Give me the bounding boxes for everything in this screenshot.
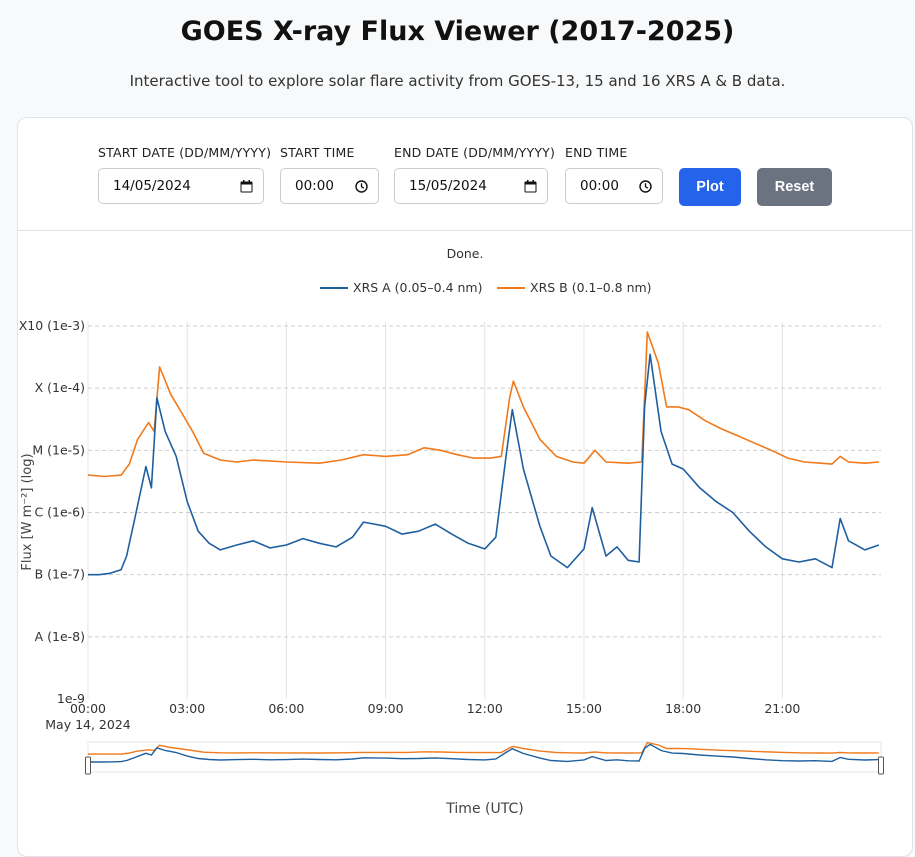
y-tick-label: M (1e-5) <box>32 442 85 457</box>
page-title: GOES X-ray Flux Viewer (2017-2025) <box>180 16 735 47</box>
start-date-value: 14/05/2024 <box>113 178 191 194</box>
range-slider-track <box>87 741 882 773</box>
x-tick-label: 21:00 <box>764 701 800 716</box>
range-slider-handle[interactable] <box>85 756 91 775</box>
y-tick-label: 1e-9 <box>57 691 85 706</box>
clock-icon[interactable] <box>354 179 368 193</box>
y-axis-label: Flux [W m⁻²] (log) <box>20 453 35 570</box>
page-subtitle: Interactive tool to explore solar flare … <box>129 72 786 90</box>
y-tick-label: C (1e-6) <box>34 505 85 520</box>
x-tick-label: 03:00 <box>169 701 205 716</box>
x-tick-label: 12:00 <box>467 701 503 716</box>
y-tick-label: B (1e-7) <box>35 567 85 582</box>
end-time-value: 00:00 <box>580 178 619 194</box>
start-date-label: START DATE (DD/MM/YYYY) <box>98 145 272 160</box>
end-date-label: END DATE (DD/MM/YYYY) <box>394 145 556 160</box>
end-time-input[interactable]: 00:00 <box>565 168 663 204</box>
controls-bar: START DATE (DD/MM/YYYY) 14/05/2024 START… <box>18 118 912 231</box>
start-time-input[interactable]: 00:00 <box>280 168 379 204</box>
x-tick-label: 00:00 <box>70 701 106 716</box>
end-time-label: END TIME <box>565 145 628 160</box>
x-tick-sublabel: May 14, 2024 <box>45 717 131 732</box>
start-date-input[interactable]: 14/05/2024 <box>98 168 264 204</box>
chart-series <box>87 331 880 576</box>
legend-label: XRS B (0.1–0.8 nm) <box>530 280 652 295</box>
range-slider-series <box>88 743 879 763</box>
reset-button[interactable]: Reset <box>757 168 832 206</box>
series-line <box>88 353 880 576</box>
chart-grid <box>87 322 881 699</box>
status-text: Done. <box>446 246 484 261</box>
y-tick-label: A (1e-8) <box>35 629 85 644</box>
x-tick-label: 09:00 <box>368 701 404 716</box>
range-slider <box>85 741 884 775</box>
end-date-input[interactable]: 15/05/2024 <box>394 168 548 204</box>
y-tick-label: X10 (1e-3) <box>19 318 85 333</box>
flux-chart[interactable]: X10 (1e-3) X (1e-4) M (1e-5) C (1e-6) B (1e-… <box>0 0 915 832</box>
end-date-value: 15/05/2024 <box>409 178 487 194</box>
start-time-label: START TIME <box>280 145 355 160</box>
range-slider-series <box>87 741 879 755</box>
series-line <box>87 331 879 478</box>
x-tick-label: 06:00 <box>268 701 304 716</box>
legend-label: XRS A (0.05–0.4 nm) <box>353 280 482 295</box>
chart-legend: XRS A (0.05–0.4 nm) XRS B (0.1–0.8 nm) <box>320 280 652 295</box>
x-tick-label: 18:00 <box>665 701 701 716</box>
plot-button[interactable]: Plot <box>679 168 741 206</box>
x-axis-label: Time (UTC) <box>445 801 523 817</box>
range-slider-handle[interactable] <box>878 756 884 775</box>
y-tick-label: X (1e-4) <box>35 380 85 395</box>
viewer-card: START DATE (DD/MM/YYYY) 14/05/2024 START… <box>17 117 913 857</box>
calendar-icon[interactable] <box>239 179 253 193</box>
clock-icon[interactable] <box>638 179 652 193</box>
x-tick-label: 15:00 <box>566 701 602 716</box>
start-time-value: 00:00 <box>295 178 334 194</box>
y-axis-ticks: X10 (1e-3) X (1e-4) M (1e-5) C (1e-6) B (1e-… <box>19 318 85 706</box>
calendar-icon[interactable] <box>523 179 537 193</box>
